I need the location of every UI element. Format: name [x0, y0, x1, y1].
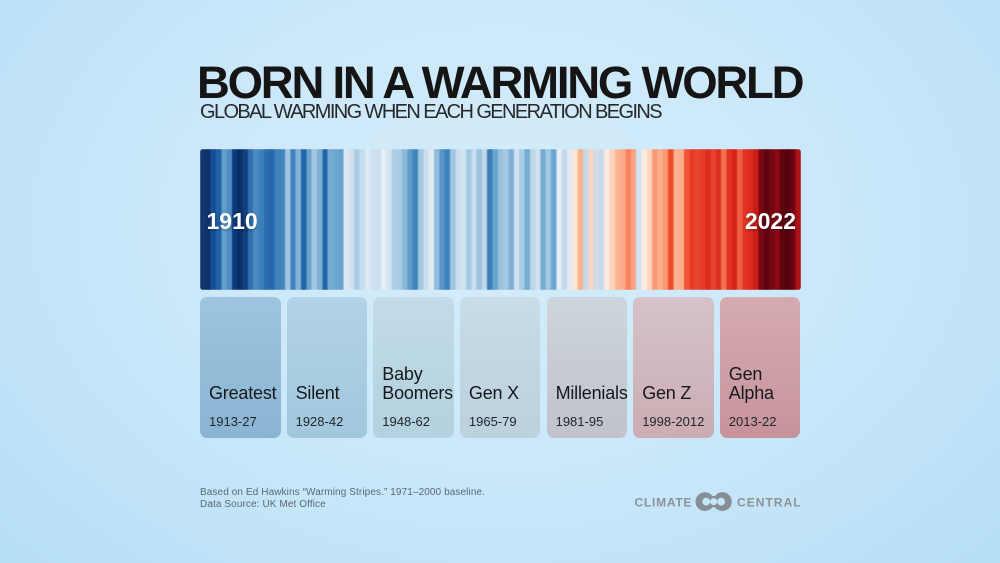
svg-text:CENTRAL: CENTRAL [737, 495, 802, 509]
svg-text:CLIMATE: CLIMATE [635, 495, 693, 509]
